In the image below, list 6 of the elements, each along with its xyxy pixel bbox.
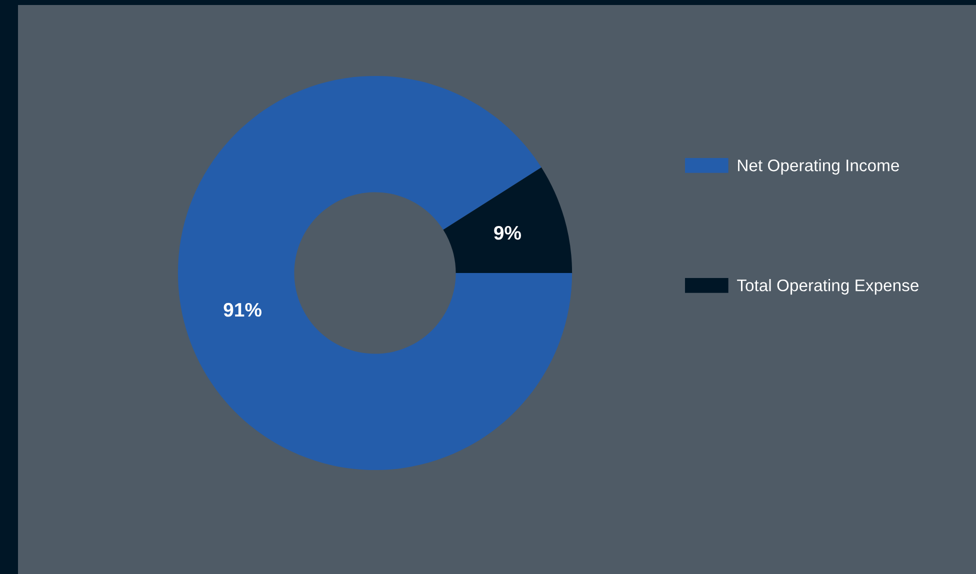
donut-slice xyxy=(178,76,572,470)
data-label: 91% xyxy=(224,302,262,317)
donut-slice xyxy=(443,167,572,273)
legend-label: Total Operating Expense xyxy=(737,279,918,295)
legend-label: Net Operating Income xyxy=(738,159,899,175)
data-label: 9% xyxy=(494,226,522,240)
